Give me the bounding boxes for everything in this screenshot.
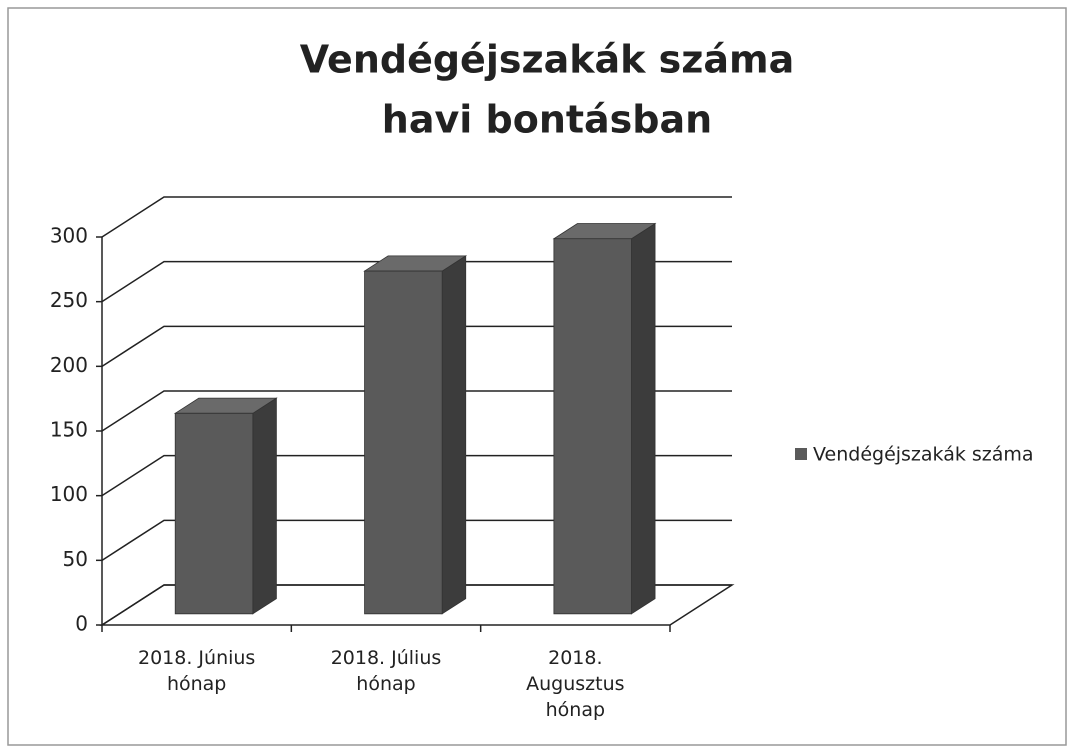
- grid-line: [101, 584, 732, 626]
- grid-line: [101, 454, 732, 497]
- y-tick-label: 150: [50, 418, 88, 442]
- bar-front: [364, 270, 443, 615]
- chart-title: Vendégéjszakák száma: [300, 38, 795, 82]
- x-tick-label: 2018. Július hónap: [330, 647, 442, 695]
- y-tick-label: 50: [63, 547, 88, 571]
- chart-title: havi bontásban: [382, 98, 712, 142]
- grid-line: [101, 390, 732, 432]
- grid-line: [101, 519, 732, 561]
- y-tick-label: 200: [50, 353, 88, 377]
- y-tick-label: 300: [50, 224, 88, 248]
- x-tick-label: 2018. Június hónap: [137, 647, 256, 695]
- bar-side: [441, 255, 467, 615]
- legend-label: Vendégéjszakák száma: [813, 444, 1034, 466]
- grid-line: [101, 196, 732, 238]
- grid-line: [101, 260, 732, 303]
- bar-side: [252, 397, 277, 615]
- bar: [552, 222, 657, 615]
- chart-border: [7, 7, 1067, 746]
- y-tick-label: 0: [75, 612, 88, 636]
- bar: [363, 255, 468, 615]
- bar: [173, 397, 278, 615]
- y-tick-label: 250: [50, 288, 88, 312]
- x-tick-label: 2018. Augusztus hónap: [526, 647, 625, 721]
- y-tick-label: 100: [50, 482, 88, 506]
- bar-front: [553, 238, 632, 615]
- grid-line: [101, 325, 732, 367]
- bar-front: [174, 412, 254, 615]
- bar-side: [631, 222, 656, 615]
- legend-swatch: [795, 448, 807, 460]
